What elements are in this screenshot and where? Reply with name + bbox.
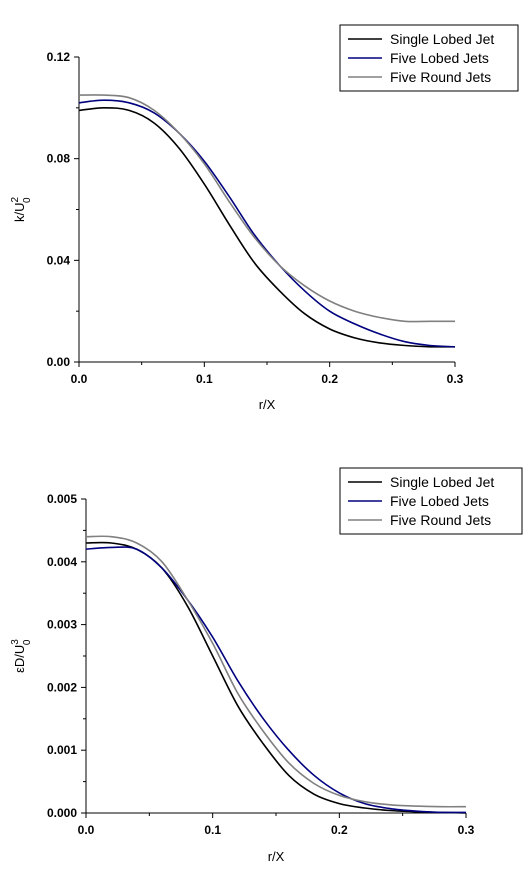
x-axis-title: r/X [259,397,276,412]
y-tick-label: 0.12 [47,50,71,64]
chart-1: 0.0 0.1 0.2 0.3 0.00 0.04 0.08 0.12 r/X k/U20 Sing… [10,24,519,412]
x-tick-label: 0.1 [196,372,213,386]
x-tick-label: 0.2 [321,372,338,386]
legend-label: Single Lobed Jet [390,31,494,47]
series-line-1 [78,106,456,348]
x-tick-label: 0.0 [78,823,95,837]
chart-2: 0.0 0.1 0.2 0.3 0.000 0.001 0.002 0.003 0.004 0.0… [10,467,523,864]
legend-label: Five Round Jets [390,512,491,528]
y-tick-label: 0.003 [47,618,77,632]
x-tick-label: 0.3 [447,372,464,386]
legend-label: Five Lobed Jets [390,493,489,509]
series-line-1 [85,541,467,814]
y-tick-label: 0.04 [47,253,71,267]
series-line-3 [85,535,467,808]
x-tick-label: 0.3 [458,823,475,837]
y-tick-label: 0.005 [47,492,77,506]
x-tick-label: 0.0 [71,372,88,386]
series-line-3 [78,94,455,323]
legend-label: Five Lobed Jets [390,50,489,66]
y-axis-title: εD/U30 [10,639,33,673]
y-tick-label: 0.004 [47,555,77,569]
x-axis-title: r/X [268,849,285,864]
series-line-2 [78,99,456,348]
legend-label: Single Lobed Jet [390,474,494,490]
legend-label: Five Round Jets [390,69,491,85]
series-line-2 [85,546,467,814]
y-tick-label: 0.000 [47,806,77,820]
y-axis-title: k/U20 [10,197,33,223]
y-tick-label: 0.001 [47,743,77,757]
x-tick-label: 0.2 [331,823,348,837]
y-tick-label: 0.00 [47,355,71,369]
y-tick-label: 0.002 [47,680,77,694]
x-tick-label: 0.1 [204,823,221,837]
y-tick-label: 0.08 [47,152,71,166]
